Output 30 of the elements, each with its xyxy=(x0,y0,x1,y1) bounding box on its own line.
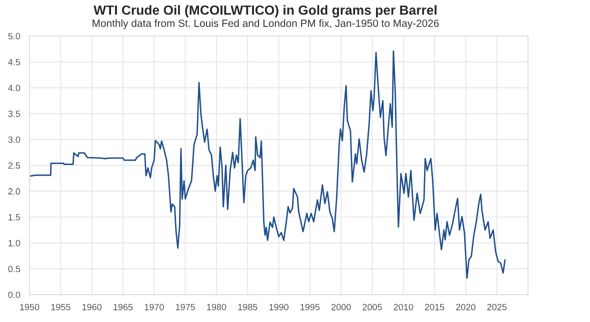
line-series xyxy=(30,50,506,279)
y-tick-label: 1.5 xyxy=(8,214,20,220)
x-tick-label: 2005 xyxy=(362,304,382,310)
x-tick-label: 1960 xyxy=(82,304,102,310)
x-tick-label: 1955 xyxy=(51,304,70,310)
x-tick-label: 1950 xyxy=(20,304,40,310)
x-tick-label: 2020 xyxy=(456,304,476,310)
x-tick-label: 1980 xyxy=(207,304,226,310)
y-tick-label: 3.0 xyxy=(8,136,20,143)
y-tick-label: 4.0 xyxy=(8,84,20,92)
x-tick-label: 1975 xyxy=(176,304,195,310)
y-tick-label: 0.0 xyxy=(8,292,20,298)
chart-subtitle: Monthly data from St. Louis Fed and London PM fix, Jan-1950 to May-2026 xyxy=(92,19,439,30)
y-tick-label: 3.5 xyxy=(8,110,20,117)
x-tick-label: 1985 xyxy=(238,304,258,310)
y-tick-label: 4.5 xyxy=(8,58,20,66)
x-tick-label: 2015 xyxy=(424,304,444,310)
x-tick-label: 1965 xyxy=(114,304,133,310)
y-tick-label: 2.5 xyxy=(8,162,20,169)
y-tick-label: 1.0 xyxy=(8,240,20,246)
x-tick-label: 1970 xyxy=(144,304,164,310)
x-tick-label: 2010 xyxy=(394,304,414,310)
x-tick-label: 2000 xyxy=(332,304,351,310)
x-tick-label: 1990 xyxy=(269,304,288,310)
y-tick-label: 2.0 xyxy=(8,188,20,195)
x-tick-label: 1995 xyxy=(300,304,320,310)
x-tick-label: 2025 xyxy=(487,304,507,310)
y-tick-label: 0.5 xyxy=(8,266,20,272)
chart-title: WTI Crude Oil (MCOILWTICO) in Gold grams per Barrel xyxy=(94,5,436,18)
y-tick-label: 5.0 xyxy=(8,33,20,40)
